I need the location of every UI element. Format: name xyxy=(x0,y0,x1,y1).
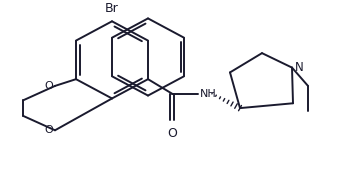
Text: O: O xyxy=(44,125,53,135)
Text: NH: NH xyxy=(200,89,217,99)
Text: Br: Br xyxy=(105,2,119,15)
Text: O: O xyxy=(167,127,177,140)
Text: O: O xyxy=(44,81,53,91)
Text: N: N xyxy=(295,61,304,74)
